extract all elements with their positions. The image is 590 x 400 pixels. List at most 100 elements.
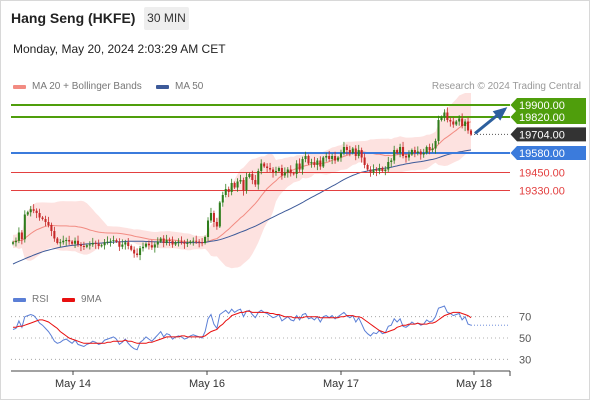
candle-body	[165, 240, 168, 243]
candle-body	[407, 154, 410, 158]
candle-body	[32, 209, 35, 211]
candle-body	[156, 241, 159, 245]
candle-body	[76, 240, 80, 245]
level-label-2: 19704.00	[519, 129, 565, 141]
rsi-tick-label-1: 50	[519, 333, 531, 345]
candle-body	[233, 183, 236, 188]
candle-body	[301, 159, 304, 170]
legend-9ma-swatch	[62, 297, 75, 302]
rsi-tick-label-0: 70	[519, 312, 531, 324]
candle-body	[100, 245, 103, 247]
candle-body	[62, 240, 65, 243]
timeframe-button[interactable]: 30 MIN	[144, 7, 189, 30]
candle-body	[419, 151, 422, 155]
candle-body	[195, 240, 198, 242]
level-badge-2	[510, 127, 586, 142]
candle-body	[410, 150, 413, 155]
candle-body	[375, 169, 378, 171]
legend-9ma-label: 9MA	[81, 294, 102, 305]
candle-body	[221, 195, 224, 203]
candle-body	[384, 169, 387, 171]
candle-body	[266, 166, 269, 168]
candle-body	[461, 118, 464, 126]
candle-body	[452, 121, 455, 125]
candle-body	[334, 156, 337, 161]
candle-body	[147, 243, 150, 246]
candle-body	[248, 174, 251, 177]
candle-body	[141, 246, 145, 249]
candle-body	[469, 130, 473, 135]
candle-body	[177, 241, 180, 243]
candle-body	[319, 160, 322, 167]
level-badge-1	[510, 110, 586, 124]
candle-body	[17, 232, 20, 241]
rsi-9ma-line	[13, 310, 472, 344]
candle-body	[121, 244, 124, 247]
legend-9ma: 9MA	[62, 294, 102, 305]
candle-body	[14, 240, 17, 243]
legend-bollinger-label: MA 20 + Bollinger Bands	[32, 81, 142, 92]
candle-body	[183, 242, 186, 244]
candle-body	[115, 240, 118, 242]
legend-rsi-swatch	[13, 297, 26, 302]
candle-body	[345, 147, 348, 150]
candle-body	[215, 222, 218, 227]
level-label-3: 19580.00	[519, 148, 565, 160]
candle-body	[337, 157, 340, 161]
candle-body	[109, 240, 112, 242]
candle-body	[245, 177, 248, 191]
candle-body	[56, 238, 59, 243]
candle-body	[180, 241, 183, 243]
instrument-title: Hang Seng (HKFE)	[11, 10, 136, 26]
candle-body	[260, 163, 263, 171]
candle-body	[271, 169, 275, 173]
candle-body	[378, 168, 381, 171]
candle-body	[230, 183, 233, 192]
candle-body	[103, 242, 106, 246]
candle-body	[68, 240, 71, 242]
candle-body	[85, 245, 88, 247]
candle-body	[390, 160, 393, 162]
candle-body	[242, 180, 245, 191]
candle-body	[443, 112, 446, 117]
candle-body	[65, 240, 68, 241]
legend-rsi: RSI	[13, 294, 49, 305]
candle-body	[201, 242, 204, 244]
ma50-line	[12, 149, 472, 265]
candle-body	[339, 153, 343, 158]
candle-body	[325, 156, 328, 158]
candle-body	[74, 240, 77, 244]
candle-body	[404, 156, 408, 158]
candle-body	[79, 244, 82, 246]
level-badge-0	[510, 98, 586, 112]
candle-body	[292, 173, 295, 175]
candle-body	[440, 117, 443, 120]
candle-body	[298, 163, 301, 170]
candle-body	[189, 241, 192, 243]
legend-ma50-label: MA 50	[175, 81, 204, 92]
candle-body	[133, 249, 136, 254]
candle-body	[212, 213, 215, 222]
legend-bollinger-swatch	[13, 84, 26, 89]
candle-body	[59, 242, 62, 244]
candle-body	[162, 238, 165, 243]
candle-body	[381, 168, 384, 171]
forecast-arrow-head	[492, 107, 508, 121]
candle-body	[464, 121, 467, 126]
candle-body	[144, 243, 147, 247]
candle-body	[274, 171, 278, 173]
x-axis-label-0: May 14	[55, 378, 91, 390]
candle-body	[50, 225, 53, 231]
candle-body	[186, 243, 189, 244]
candle-body	[91, 243, 94, 245]
candle-body	[402, 147, 405, 156]
candle-body	[118, 241, 121, 247]
candle-body	[289, 169, 292, 174]
candle-body	[44, 219, 47, 222]
level-label-0: 19900.00	[519, 100, 565, 112]
candle-body	[23, 214, 26, 240]
candle-body	[127, 242, 130, 246]
candle-body	[41, 217, 44, 219]
candle-body	[348, 150, 351, 153]
